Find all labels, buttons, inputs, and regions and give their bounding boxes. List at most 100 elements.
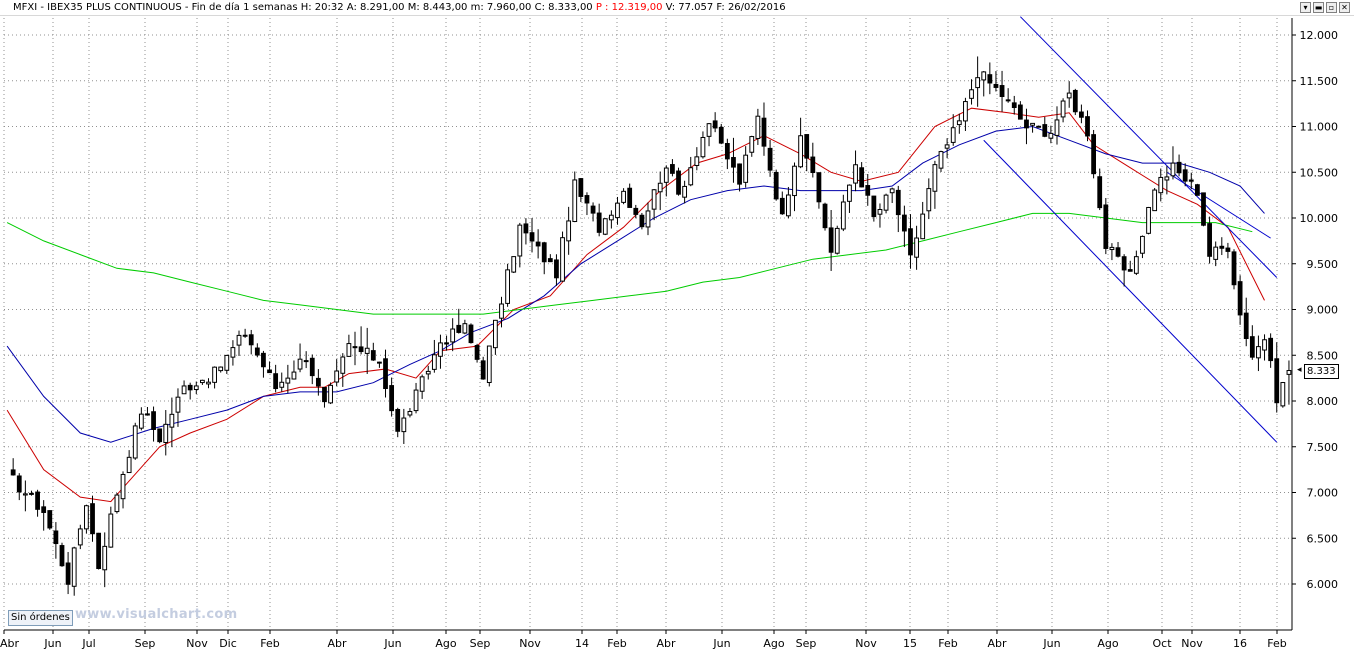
candle-body [596,212,602,233]
candle-body [786,194,791,217]
maximize-button[interactable]: ▫ [1326,2,1337,13]
y-tick-label: 7.500 [1307,441,1339,454]
candle-body [505,269,510,304]
candle-body [1152,189,1158,212]
close-button[interactable]: ✕ [1339,2,1350,13]
y-tick-label: 11.500 [1300,75,1339,88]
orders-status-button[interactable]: Sin órdenes [8,610,73,626]
candle-body [1182,169,1188,182]
candle-body [279,381,285,388]
candle-body [1201,192,1206,226]
x-tick-label: Nov [855,637,877,649]
candle-body [932,164,938,192]
candle-body [1048,132,1054,139]
candle-body [1140,235,1145,254]
candle-body [834,227,840,254]
candle-body [645,210,651,228]
candle-body [1194,184,1200,196]
candle-body [1219,245,1225,249]
title-bar: MFXI - IBEX35 PLUS CONTINUOUS - Fin de d… [0,0,1354,16]
candle-body [566,220,572,242]
candle-body [639,214,645,228]
ma-long-line [6,212,1253,315]
candle-body [47,510,53,529]
x-tick-label: Dic [219,637,237,649]
candle-body [1024,119,1029,129]
candle-body [438,342,443,357]
candle-body [853,164,858,184]
trend-line [1020,16,1278,278]
x-tick-label: Ago [1097,637,1119,649]
trend-line [1166,171,1271,239]
candle-body [1243,312,1249,339]
candle-body [1060,100,1066,118]
candle-body [425,370,431,375]
y-tick-label: 9.500 [1307,258,1339,271]
candle-body [395,408,401,432]
candle-body [493,319,498,349]
x-tick-label: Jul [81,637,95,649]
candle-body [590,205,596,214]
x-tick-label: 14 [575,637,589,649]
candle-body [1262,339,1267,351]
x-tick-label: Feb [938,637,957,649]
candle-body [572,179,578,223]
y-tick-label: 7.000 [1307,487,1339,500]
candle-body [1164,176,1170,181]
x-tick-label: Jun [712,637,730,649]
menu-dropdown-button[interactable]: ▾ [1300,2,1311,13]
candle-body [364,347,370,354]
x-tick-label: 16 [1233,637,1247,649]
candle-body [1213,246,1219,260]
candle-body [41,506,47,513]
candle-body [114,494,120,513]
candle-body [1237,281,1243,316]
candle-body [334,370,340,383]
candle-body [157,428,163,443]
candle-body [1091,134,1097,175]
y-tick-label: 6.000 [1307,578,1339,591]
minimize-button[interactable]: ▬ [1313,2,1324,13]
x-tick-label: Ago [763,637,785,649]
candle-body [236,334,242,346]
candle-body [151,411,156,430]
candle-body [377,361,382,364]
candle-body [358,346,364,353]
price-chart[interactable]: 12.000 11.500 11.000 10.500 10.000 9.500 9.000… [0,16,1354,649]
candle-body [328,384,333,404]
candle-body [712,120,718,129]
candle-body [16,475,22,493]
candle-body [218,366,224,372]
candle-body [163,423,169,443]
candle-body [969,89,974,99]
candle-body [816,172,822,203]
x-tick-label: Ago [435,637,457,649]
candle-body [847,184,852,202]
candle-body [22,493,28,496]
candle-body [1249,336,1255,358]
candle-body [108,513,114,548]
x-tick-label: Feb [607,637,626,649]
candle-body [651,189,657,210]
candle-body [407,410,413,416]
candle-body [126,456,132,474]
candle-body [627,187,633,208]
candle-body [1158,176,1164,194]
candles [10,56,1292,596]
y-tick-label: 8.000 [1307,395,1339,408]
candle-body [486,345,492,384]
candle-body [65,562,71,585]
candle-body [132,425,138,459]
candle-body [810,156,816,174]
y-tick-label: 6.500 [1307,532,1339,545]
candle-body [1109,246,1115,251]
trend-channel [983,16,1278,443]
watermark: www.visualchart.com [75,607,238,622]
y-tick-label: 12.000 [1300,29,1339,42]
candle-body [554,259,559,279]
candle-body [877,209,883,215]
candle-body [145,413,150,416]
candle-body [315,377,321,387]
candle-body [96,532,102,570]
candle-body [261,352,266,368]
